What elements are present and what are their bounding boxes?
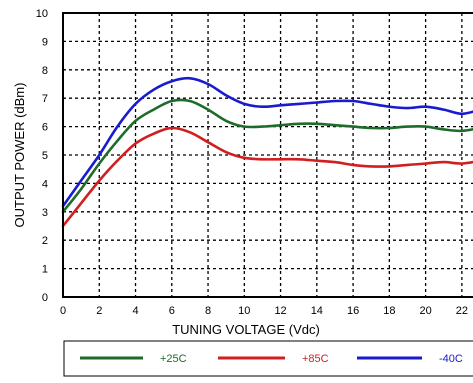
y-axis-title: OUTPUT POWER (dBm): [12, 83, 27, 228]
y-tick-label-8: 8: [42, 65, 48, 77]
x-tick-label-8: 16: [347, 305, 359, 317]
x-tick-label-9: 18: [383, 305, 395, 317]
y-tick-label-10: 10: [36, 8, 48, 20]
legend-label-minus40c: -40C: [439, 353, 463, 365]
series-line-plus85c: [61, 126, 473, 228]
x-tick-label-10: 20: [419, 305, 431, 317]
x-axis-title: TUNING VOLTAGE (Vdc): [172, 322, 320, 337]
x-tick-label-6: 12: [274, 305, 286, 317]
x-tick-label-2: 4: [132, 305, 138, 317]
plot-area-frame: [62, 12, 473, 298]
legend: +25C +85C -40C: [80, 353, 463, 365]
y-tick-labels: 0 1 2 3 4 5 6 7 8 9 10: [36, 8, 48, 304]
x-tick-label-5: 10: [238, 305, 250, 317]
x-tick-label-7: 14: [311, 305, 323, 317]
x-tick-label-11: 22: [456, 305, 468, 317]
series-line-plus25c: [61, 98, 473, 214]
x-tick-labels: 0 2 4 6 8 10 12 14 16 18 20 22: [60, 305, 468, 317]
x-tick-label-4: 8: [205, 305, 211, 317]
grid: [63, 13, 473, 297]
x-tick-label-3: 6: [169, 305, 175, 317]
y-tick-label-0: 0: [42, 292, 48, 304]
y-tick-label-6: 6: [42, 122, 48, 134]
legend-label-plus85c: +85C: [302, 353, 329, 365]
y-tick-label-5: 5: [42, 150, 48, 162]
series-line-minus40c: [61, 76, 473, 208]
y-tick-label-7: 7: [42, 93, 48, 105]
y-tick-label-2: 2: [42, 235, 48, 247]
y-tick-label-9: 9: [42, 36, 48, 48]
y-tick-label-1: 1: [42, 264, 48, 276]
x-tick-label-0: 0: [60, 305, 66, 317]
series-lines: [61, 76, 473, 228]
legend-label-plus25c: +25C: [160, 353, 187, 365]
y-tick-label-4: 4: [42, 178, 48, 190]
x-tick-label-1: 2: [96, 305, 102, 317]
y-tick-label-3: 3: [42, 207, 48, 219]
